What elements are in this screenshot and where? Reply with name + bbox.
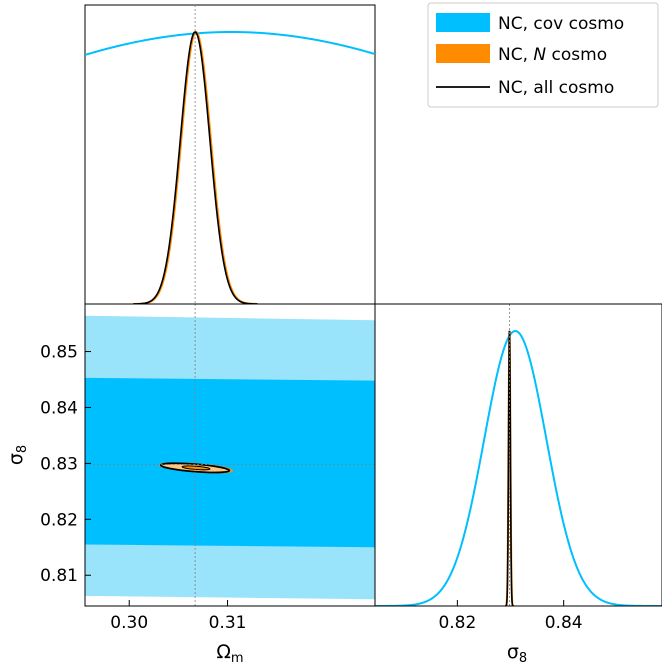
- ytick-label-sigma8: 0.83: [40, 454, 78, 474]
- panel-frame-br: [374, 303, 662, 607]
- xtick-label-sigma8: 0.82: [438, 613, 476, 633]
- legend: NC, cov cosmo NC, N cosmo NC, all cosmo: [427, 2, 659, 108]
- legend-label-n: NC, N cosmo: [498, 45, 607, 65]
- contour-cov-inner: [85, 377, 375, 548]
- xlabel-omegam: Ωm: [216, 641, 243, 666]
- panel-sigma8-marginal: 0.82 0.84: [374, 303, 662, 633]
- ytick-label-sigma8: 0.84: [40, 398, 78, 418]
- marginal-omegam-n: [134, 30, 259, 304]
- ylabel-sigma8: σ8: [5, 445, 30, 465]
- xtick-label-omegam: 0.30: [110, 613, 148, 633]
- marginal-sigma8-cov: [375, 330, 662, 606]
- legend-label-all: NC, all cosmo: [498, 78, 614, 98]
- marginal-omegam-all: [133, 31, 258, 304]
- ytick-label-sigma8: 0.82: [40, 510, 78, 530]
- xlabel-sigma8: σ8: [507, 641, 527, 666]
- panel-omegam-marginal: [84, 4, 376, 305]
- xtick-label-omegam: 0.31: [209, 613, 247, 633]
- panel-2d-contours: 0.30 0.31 0.81 0.82 0.83 0.84 0.85: [40, 303, 376, 633]
- legend-label-cov: NC, cov cosmo: [498, 14, 624, 34]
- marginal-sigma8-all: [505, 330, 514, 606]
- legend-swatch-n: [436, 44, 490, 63]
- xtick-label-sigma8: 0.84: [545, 613, 583, 633]
- contour-inner: [181, 465, 211, 471]
- panel-frame-tl: [84, 4, 376, 305]
- ytick-label-sigma8: 0.81: [40, 566, 78, 586]
- legend-swatch-cov: [436, 13, 490, 32]
- marginal-omegam-cov: [85, 31, 375, 56]
- ytick-label-sigma8: 0.85: [40, 343, 78, 363]
